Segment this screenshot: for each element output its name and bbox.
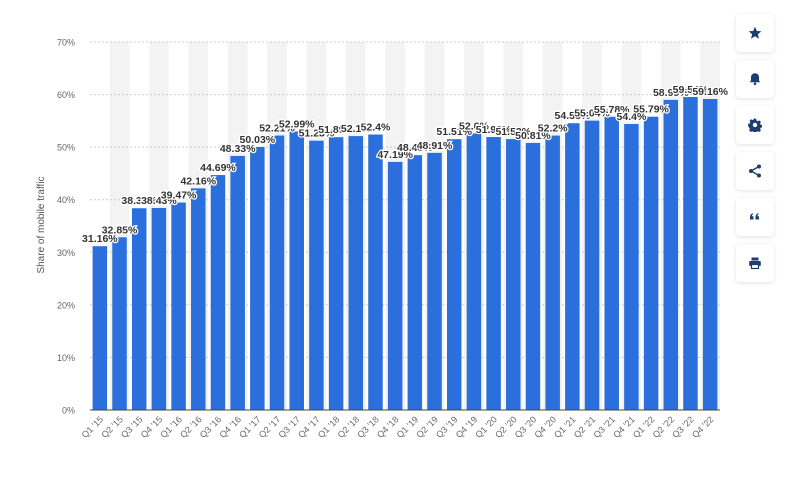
chart-area: 0% 10% 20% 30% 40% 50% 60% 70% Share of mobile … bbox=[36, 38, 730, 440]
bar[interactable] bbox=[348, 136, 364, 411]
data-label: 32.85% bbox=[102, 224, 138, 236]
y-axis-ticks: 0% 10% 20% 30% 40% 50% 60% 70% bbox=[57, 38, 75, 416]
bar[interactable] bbox=[604, 116, 619, 411]
y-axis-label: Share of mobile traffic bbox=[36, 176, 47, 273]
data-label: 52.2% bbox=[538, 123, 568, 135]
bar-chart: 0% 10% 20% 30% 40% 50% 60% 70% Share of mobile … bbox=[36, 38, 730, 440]
data-label: 51.23% bbox=[299, 128, 335, 140]
data-label: 51.51% bbox=[436, 126, 472, 138]
data-label: 38.38% bbox=[121, 195, 157, 207]
share-button[interactable] bbox=[736, 152, 774, 190]
data-label: 51.53% bbox=[495, 126, 531, 138]
data-label: 51.92% bbox=[476, 124, 512, 136]
data-label: 44.69% bbox=[200, 162, 236, 174]
x-tick-label: Q4 '22 bbox=[690, 414, 716, 440]
y-tick-label: 50% bbox=[57, 143, 75, 153]
bar[interactable] bbox=[466, 133, 482, 410]
bar[interactable] bbox=[112, 237, 127, 410]
bar[interactable] bbox=[565, 123, 580, 411]
data-label: 51.89% bbox=[318, 124, 354, 136]
bell-icon bbox=[749, 73, 761, 86]
gear-icon bbox=[748, 118, 762, 132]
bar[interactable] bbox=[210, 175, 226, 410]
bar[interactable] bbox=[407, 155, 423, 410]
y-tick-label: 30% bbox=[57, 248, 75, 258]
data-label: 54.4% bbox=[617, 111, 647, 123]
y-tick-label: 20% bbox=[57, 300, 75, 310]
data-label: 55.04% bbox=[574, 108, 610, 120]
print-icon bbox=[749, 257, 761, 270]
bar[interactable] bbox=[663, 99, 679, 411]
bar[interactable] bbox=[328, 137, 344, 411]
data-label: 55.78% bbox=[594, 104, 630, 116]
data-label: 47.19% bbox=[377, 149, 413, 161]
bar[interactable] bbox=[387, 161, 403, 410]
data-label: 52.4% bbox=[361, 122, 391, 134]
data-label: 50.81% bbox=[515, 130, 551, 142]
print-button[interactable] bbox=[736, 244, 774, 282]
y-tick-label: 70% bbox=[57, 38, 75, 48]
data-label: 50.03% bbox=[240, 134, 276, 146]
bar[interactable] bbox=[171, 202, 186, 410]
data-label: 48.91% bbox=[417, 140, 453, 152]
favorite-button[interactable] bbox=[736, 14, 774, 52]
data-label: 38.43% bbox=[141, 195, 177, 207]
bar[interactable] bbox=[309, 140, 324, 410]
bar[interactable] bbox=[545, 135, 560, 410]
data-label: 48.48% bbox=[397, 142, 433, 154]
bar[interactable] bbox=[289, 131, 304, 410]
data-label: 55.79% bbox=[633, 104, 669, 116]
bar[interactable] bbox=[250, 146, 265, 410]
bar[interactable] bbox=[624, 124, 639, 411]
star-icon bbox=[748, 26, 762, 39]
data-label: 31.16% bbox=[82, 233, 118, 245]
bar[interactable] bbox=[151, 207, 167, 410]
bar[interactable] bbox=[584, 120, 600, 411]
data-label: 52.1% bbox=[341, 123, 371, 135]
bar[interactable] bbox=[368, 134, 383, 411]
data-label: 52.6% bbox=[459, 120, 489, 132]
y-tick-label: 0% bbox=[62, 406, 75, 416]
quote-icon bbox=[750, 213, 759, 220]
data-label: 54.55% bbox=[555, 110, 591, 122]
bar[interactable] bbox=[486, 137, 501, 411]
bar[interactable] bbox=[643, 116, 659, 410]
bar[interactable] bbox=[191, 188, 206, 410]
bar[interactable] bbox=[702, 98, 718, 410]
y-tick-label: 60% bbox=[57, 90, 75, 100]
data-label: 39.47% bbox=[161, 190, 197, 202]
side-toolbar bbox=[736, 14, 774, 290]
bar[interactable] bbox=[92, 246, 108, 410]
data-label: 59.16% bbox=[692, 86, 728, 98]
data-label: 42.16% bbox=[180, 175, 216, 187]
data-label: 52.21% bbox=[259, 123, 295, 135]
bar[interactable] bbox=[446, 139, 462, 410]
bar[interactable] bbox=[683, 96, 698, 410]
bar[interactable] bbox=[230, 155, 245, 410]
y-tick-label: 10% bbox=[57, 353, 75, 363]
bar[interactable] bbox=[525, 142, 541, 410]
bar[interactable] bbox=[427, 152, 442, 410]
data-label: 58.99% bbox=[653, 87, 689, 99]
data-label: 59.54% bbox=[673, 84, 709, 96]
settings-button[interactable] bbox=[736, 106, 774, 144]
value-labels: 31.16%32.85% 38.38%38.43%39.47% 42.16%44.6… bbox=[81, 83, 730, 247]
notification-button[interactable] bbox=[736, 60, 774, 98]
bars bbox=[92, 96, 718, 411]
bar[interactable] bbox=[131, 208, 147, 410]
share-icon bbox=[749, 164, 761, 178]
y-tick-label: 40% bbox=[57, 195, 75, 205]
data-label: 52.99% bbox=[279, 118, 315, 130]
bar[interactable] bbox=[506, 139, 521, 410]
bar[interactable] bbox=[269, 135, 285, 410]
data-label: 48.33% bbox=[220, 143, 256, 155]
cite-button[interactable] bbox=[736, 198, 774, 236]
